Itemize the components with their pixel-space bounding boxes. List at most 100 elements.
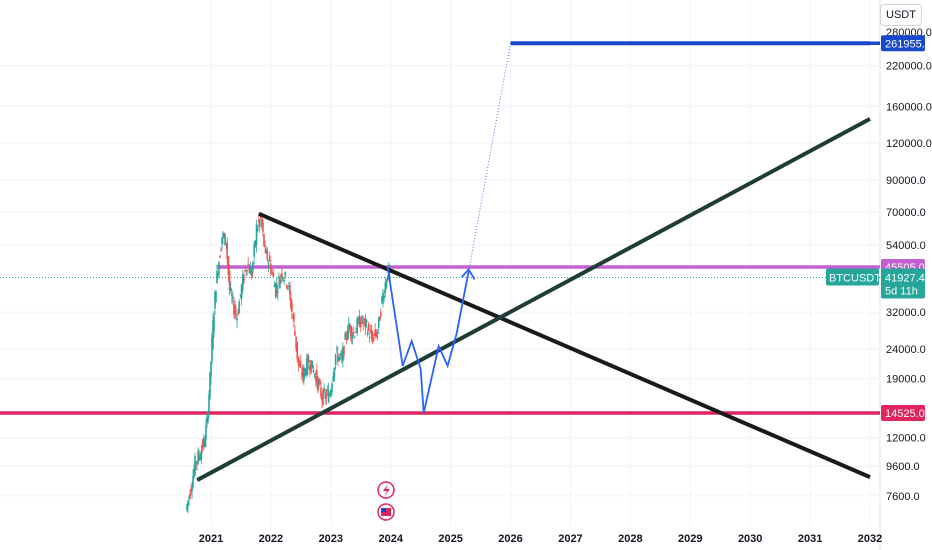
- candle-body: [313, 373, 316, 375]
- candle-body: [291, 302, 293, 313]
- candle-body: [209, 371, 211, 397]
- candle-body: [310, 360, 312, 374]
- candle-body: [381, 296, 383, 302]
- candle-body: [315, 375, 317, 381]
- price-badges: 261955.145505.014525.0BTCUSDT.P41927.45d…: [826, 35, 931, 422]
- candle-body: [286, 286, 289, 288]
- y-tick-label: 7600.0: [886, 491, 920, 503]
- candle-body: [377, 317, 380, 328]
- candle-body: [293, 313, 295, 322]
- candle-body: [278, 276, 280, 279]
- candle-body: [214, 291, 216, 309]
- candle-body: [233, 304, 235, 315]
- candle-body: [318, 382, 320, 384]
- candle-body: [386, 275, 389, 281]
- candle-body: [201, 441, 204, 449]
- x-tick-label: 2022: [259, 533, 283, 545]
- candle-body: [228, 271, 231, 291]
- projection-path: [386, 266, 476, 414]
- candle-body: [264, 246, 266, 248]
- current-price-badge: [881, 268, 925, 299]
- trend-lines: [196, 41, 871, 482]
- candle-body: [276, 284, 278, 292]
- us-flag-canton: [381, 508, 386, 512]
- x-tick-label: 2027: [558, 533, 582, 545]
- candle-body: [323, 388, 325, 392]
- candle-body: [296, 341, 299, 359]
- candle-body: [359, 321, 362, 328]
- candle-body: [195, 462, 197, 464]
- candle-body: [333, 367, 336, 378]
- candle-body: [339, 355, 341, 357]
- candle-body: [363, 318, 366, 321]
- candle-body: [224, 233, 226, 245]
- projection-arrowhead: [460, 267, 476, 280]
- candle-body: [351, 335, 354, 338]
- candle-body: [378, 316, 381, 322]
- candle-body: [305, 372, 307, 375]
- candle-body: [324, 392, 327, 399]
- symbol-badge: [826, 268, 879, 286]
- candle-body: [347, 322, 350, 333]
- candle-body: [227, 256, 230, 275]
- candle-body: [341, 356, 343, 358]
- candle-body: [240, 285, 243, 300]
- candle-body: [210, 361, 212, 378]
- candle-body: [262, 222, 264, 233]
- candle-body: [197, 450, 199, 464]
- candle-body: [350, 327, 353, 340]
- candle-body: [252, 262, 254, 271]
- candle-body: [327, 390, 330, 403]
- candle-body: [190, 488, 192, 492]
- candle-body: [218, 262, 220, 275]
- currency-button[interactable]: USDT: [880, 4, 922, 26]
- candle-body: [345, 335, 348, 337]
- candle-body: [266, 249, 269, 261]
- candle-body: [299, 361, 302, 367]
- candle-body: [243, 275, 245, 282]
- candle-body: [308, 360, 310, 362]
- candle-body: [191, 488, 193, 492]
- candle-body: [285, 285, 288, 287]
- candle-body: [220, 250, 222, 252]
- candle-body: [346, 331, 349, 340]
- candle-body: [273, 284, 276, 288]
- candle-body: [186, 504, 188, 511]
- price-badge-14525.0: [881, 405, 925, 422]
- candle-body: [380, 311, 382, 316]
- candle-body: [374, 329, 376, 336]
- candle-body: [215, 290, 217, 303]
- candle-body: [356, 319, 358, 333]
- candle-body: [277, 291, 279, 293]
- candle-body: [373, 334, 375, 336]
- candle-body: [237, 313, 239, 315]
- candle-body: [338, 357, 340, 361]
- candle-body: [328, 395, 331, 397]
- candle-body: [307, 355, 309, 370]
- candle-body: [244, 270, 246, 272]
- candle-body: [204, 440, 206, 447]
- candle-body: [235, 310, 237, 315]
- candle-body: [352, 331, 355, 334]
- candle-body: [332, 376, 335, 381]
- candle-body: [326, 390, 329, 392]
- candle-body: [289, 284, 291, 295]
- event-icons[interactable]: [377, 481, 395, 521]
- candle-body: [236, 318, 238, 321]
- x-tick-label: 2023: [319, 533, 343, 545]
- y-tick-label: 90000.0: [886, 175, 926, 187]
- y-tick-label: 54000.0: [886, 240, 926, 252]
- y-tick-label: 160000.0: [886, 101, 932, 113]
- candle-body: [316, 370, 318, 384]
- candle-body: [322, 390, 324, 405]
- candle-body: [369, 329, 372, 333]
- candle-body: [219, 255, 221, 258]
- timeframe-label: 5d 11h: [885, 286, 918, 298]
- y-axis: 220000.0 160000.0 120000.0 90000.0 70000.0 54…: [886, 27, 932, 503]
- candle-body: [203, 437, 205, 447]
- x-tick-label: 2021: [199, 533, 223, 545]
- candle-body: [192, 476, 194, 488]
- x-tick-label: 2029: [678, 533, 702, 545]
- candle-body: [304, 368, 306, 376]
